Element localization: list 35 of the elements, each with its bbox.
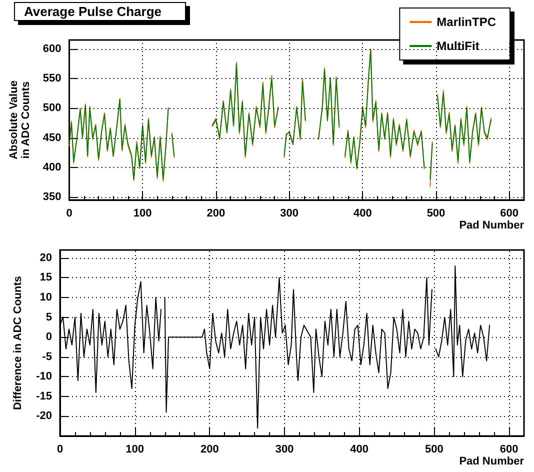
x-tick-label: 400	[353, 208, 372, 220]
x-tick-label: 600	[500, 444, 518, 456]
y-axis-title: Difference in ADC Counts	[12, 276, 24, 410]
y-tick-label: -20	[36, 410, 52, 422]
y-tick-label: 350	[42, 191, 62, 204]
y-tick-label: 0	[46, 331, 52, 344]
y-tick-label: 10	[40, 291, 52, 304]
x-tick-label: 100	[133, 208, 152, 220]
y-tick-label: 15	[40, 272, 52, 284]
x-tick-label: 0	[66, 208, 72, 220]
y-tick-label: -10	[36, 370, 52, 383]
y-tick-label: 20	[40, 252, 52, 264]
y-tick-label: 5	[46, 311, 52, 324]
x-tick-label: 500	[425, 444, 444, 456]
x-tick-label: 400	[350, 444, 369, 456]
x-tick-label: 100	[126, 444, 144, 456]
x-tick-label: 200	[200, 444, 219, 456]
y-tick-label: 450	[42, 132, 62, 144]
x-tick-label: 200	[206, 208, 226, 220]
y-tick-label: 600	[42, 42, 62, 55]
x-tick-label: 300	[280, 208, 298, 220]
y-tick-label: 500	[42, 102, 62, 114]
y-tick-label: -5	[42, 350, 52, 363]
x-tick-label: 600	[500, 208, 519, 220]
x-axis-title: Pad Number	[459, 220, 525, 232]
y-axis-title: Absolute Value in ADC Counts	[8, 80, 32, 160]
x-tick-label: 500	[426, 208, 446, 220]
y-tick-label: 550	[42, 72, 62, 85]
chart-title: Average Pulse Charge	[24, 4, 162, 19]
legend-label: MarlinTPC	[436, 15, 496, 29]
x-tick-label: 300	[275, 444, 294, 456]
y-tick-label: 400	[42, 161, 62, 174]
x-axis-title: Pad Number	[459, 456, 525, 468]
y-tick-label: -15	[36, 390, 52, 402]
legend-label: MultiFit	[436, 39, 480, 53]
